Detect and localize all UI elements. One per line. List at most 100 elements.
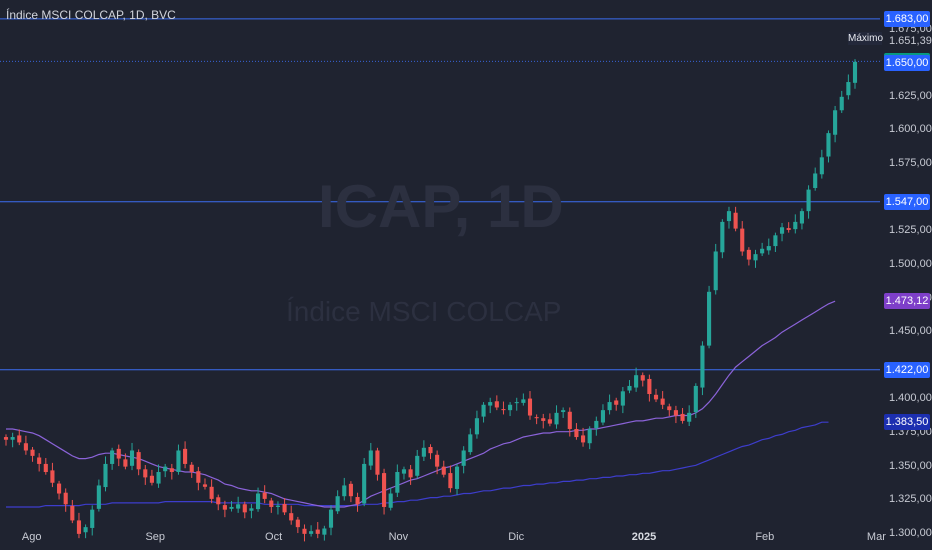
candle[interactable]: [561, 407, 566, 418]
candle[interactable]: [362, 458, 367, 507]
candle[interactable]: [720, 219, 725, 259]
candle[interactable]: [494, 395, 499, 411]
candle[interactable]: [541, 413, 546, 429]
candle[interactable]: [249, 504, 254, 519]
candle[interactable]: [687, 405, 692, 427]
candle[interactable]: [415, 449, 420, 479]
candle[interactable]: [428, 444, 433, 460]
candle[interactable]: [554, 405, 559, 429]
candle[interactable]: [773, 232, 778, 253]
candle[interactable]: [707, 285, 712, 349]
candle[interactable]: [196, 466, 201, 491]
candle[interactable]: [17, 429, 22, 446]
candle[interactable]: [209, 479, 214, 504]
candle[interactable]: [222, 500, 227, 518]
candle[interactable]: [328, 505, 334, 536]
candle[interactable]: [116, 444, 121, 467]
candle[interactable]: [793, 214, 798, 234]
candle[interactable]: [163, 463, 168, 478]
candle[interactable]: [634, 367, 639, 392]
candle[interactable]: [799, 208, 804, 230]
candle[interactable]: [83, 524, 88, 539]
candle[interactable]: [395, 464, 400, 498]
candle[interactable]: [640, 372, 645, 387]
candle[interactable]: [501, 401, 506, 415]
candle[interactable]: [143, 465, 148, 485]
candle[interactable]: [806, 185, 811, 219]
candle[interactable]: [355, 492, 360, 512]
candle[interactable]: [653, 388, 659, 403]
candle[interactable]: [474, 410, 479, 439]
candle[interactable]: [627, 380, 632, 394]
candle[interactable]: [660, 391, 665, 410]
candle[interactable]: [202, 478, 208, 490]
candle[interactable]: [3, 434, 9, 446]
candle[interactable]: [401, 466, 407, 480]
candle[interactable]: [189, 462, 194, 478]
candle[interactable]: [786, 222, 791, 233]
candle[interactable]: [236, 496, 241, 513]
candle[interactable]: [846, 74, 851, 100]
candle[interactable]: [700, 341, 705, 396]
candle[interactable]: [468, 428, 473, 455]
candle[interactable]: [421, 440, 426, 461]
candle[interactable]: [600, 404, 606, 426]
candle[interactable]: [673, 405, 678, 424]
candle[interactable]: [547, 413, 552, 427]
candle[interactable]: [680, 407, 685, 424]
candle[interactable]: [819, 149, 824, 179]
candle[interactable]: [289, 505, 294, 525]
candle[interactable]: [255, 487, 261, 512]
candle[interactable]: [342, 477, 347, 501]
candle[interactable]: [833, 105, 838, 143]
candle[interactable]: [23, 435, 28, 455]
candle[interactable]: [733, 206, 738, 232]
candle[interactable]: [448, 465, 453, 493]
candle[interactable]: [766, 238, 771, 255]
candle[interactable]: [30, 446, 35, 462]
candle[interactable]: [216, 494, 221, 511]
candle[interactable]: [521, 393, 526, 406]
candle[interactable]: [129, 442, 135, 471]
candle[interactable]: [309, 525, 314, 537]
candle[interactable]: [647, 374, 652, 402]
candle[interactable]: [839, 90, 844, 113]
candle[interactable]: [169, 463, 174, 480]
candle[interactable]: [740, 221, 745, 256]
candle[interactable]: [242, 501, 247, 519]
candle[interactable]: [10, 432, 15, 448]
candle[interactable]: [826, 130, 831, 163]
candle[interactable]: [110, 447, 115, 470]
candle[interactable]: [753, 249, 758, 268]
candle[interactable]: [760, 242, 765, 257]
candle[interactable]: [527, 391, 533, 420]
candle[interactable]: [574, 423, 579, 440]
candle[interactable]: [454, 463, 460, 495]
candle[interactable]: [779, 222, 785, 242]
candle[interactable]: [746, 247, 751, 266]
candle[interactable]: [136, 449, 141, 476]
candle[interactable]: [123, 453, 128, 470]
candle[interactable]: [90, 505, 95, 536]
candle[interactable]: [57, 480, 62, 500]
candle[interactable]: [315, 522, 320, 539]
candle[interactable]: [96, 479, 101, 512]
candle[interactable]: [43, 458, 48, 475]
candle[interactable]: [76, 512, 82, 539]
candle[interactable]: [302, 524, 307, 542]
candle[interactable]: [441, 460, 446, 478]
candle[interactable]: [594, 416, 599, 436]
candle[interactable]: [620, 387, 625, 414]
candle[interactable]: [348, 481, 353, 503]
candle[interactable]: [693, 383, 698, 418]
candle[interactable]: [282, 498, 287, 516]
candle[interactable]: [275, 501, 281, 515]
candle[interactable]: [176, 444, 181, 475]
candle[interactable]: [149, 469, 154, 486]
candle[interactable]: [534, 414, 539, 425]
candle[interactable]: [614, 397, 619, 411]
candle[interactable]: [375, 447, 380, 481]
candle[interactable]: [508, 402, 513, 417]
candle[interactable]: [713, 243, 718, 295]
candle[interactable]: [50, 462, 55, 488]
